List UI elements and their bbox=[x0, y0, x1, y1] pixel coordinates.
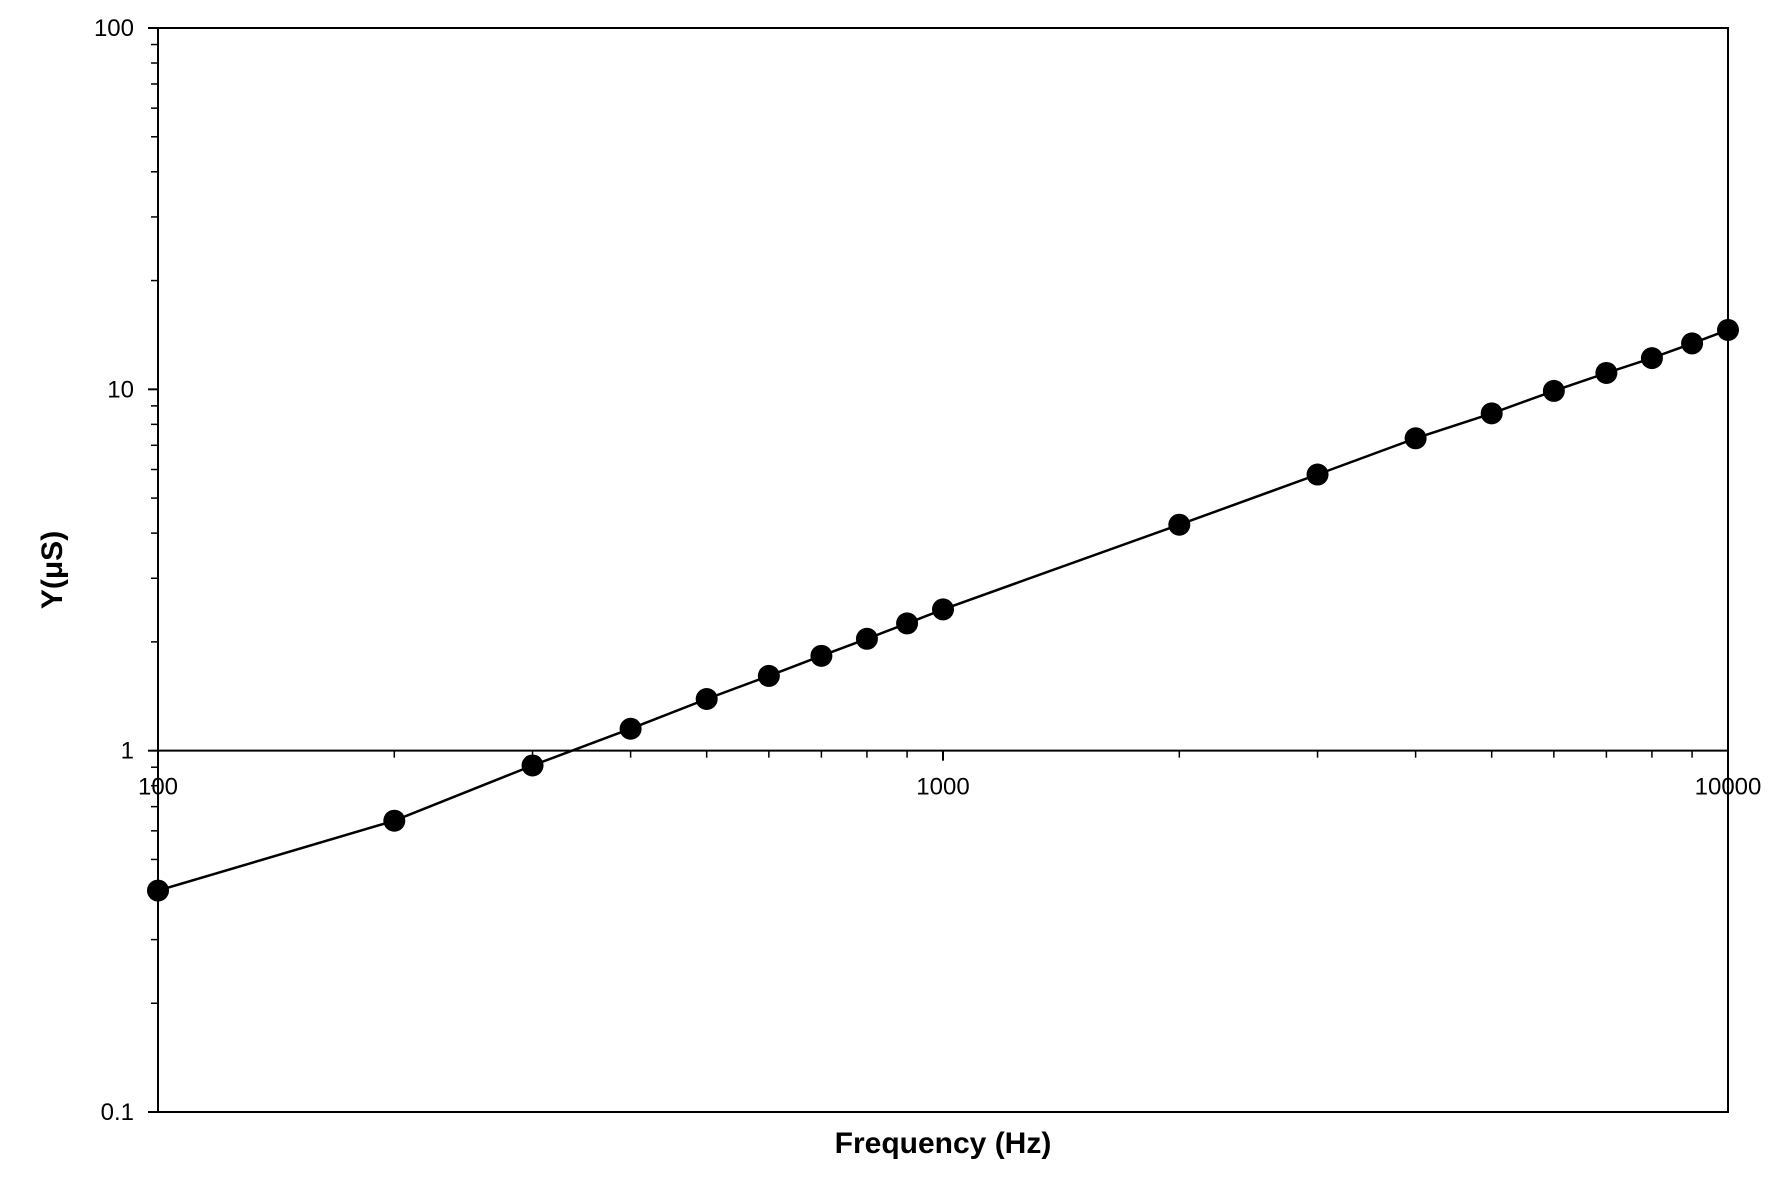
data-point bbox=[147, 879, 169, 902]
data-point bbox=[1640, 347, 1663, 370]
data-point bbox=[383, 809, 406, 832]
y-tick-labels: 0.1 1 10 100 bbox=[94, 15, 158, 1126]
data-point bbox=[521, 754, 544, 777]
data-point bbox=[932, 598, 954, 621]
data-point bbox=[1480, 402, 1503, 425]
data-point bbox=[896, 612, 919, 635]
data-point bbox=[1542, 379, 1565, 402]
x-axis-title: Frequency (Hz) bbox=[835, 1127, 1052, 1160]
x-tick-label: 100 bbox=[138, 774, 178, 801]
x-tick-label: 1000 bbox=[916, 774, 969, 801]
data-point bbox=[1681, 332, 1704, 355]
minor-ticks bbox=[151, 43, 1693, 1004]
data-point bbox=[855, 627, 878, 650]
y-tick-label: 10 bbox=[107, 376, 134, 403]
y-tick-label: 100 bbox=[94, 15, 134, 42]
data-point bbox=[810, 644, 833, 667]
y-axis-title: Y(μS) bbox=[36, 531, 69, 609]
data-points bbox=[147, 318, 1739, 902]
data-point bbox=[1717, 318, 1739, 341]
y-tick-label: 1 bbox=[121, 738, 134, 765]
plot-area bbox=[157, 27, 1729, 1113]
data-point bbox=[695, 687, 718, 710]
data-point bbox=[619, 717, 642, 740]
data-point bbox=[1168, 513, 1191, 536]
y-tick-label: 0.1 bbox=[101, 1099, 134, 1126]
x-tick-labels: 100 1000 10000 bbox=[138, 750, 1762, 801]
data-point bbox=[1306, 463, 1329, 486]
data-point bbox=[1595, 361, 1618, 384]
data-point bbox=[1404, 427, 1427, 450]
x-tick-label: 10000 bbox=[1695, 774, 1762, 801]
data-point bbox=[757, 664, 780, 687]
